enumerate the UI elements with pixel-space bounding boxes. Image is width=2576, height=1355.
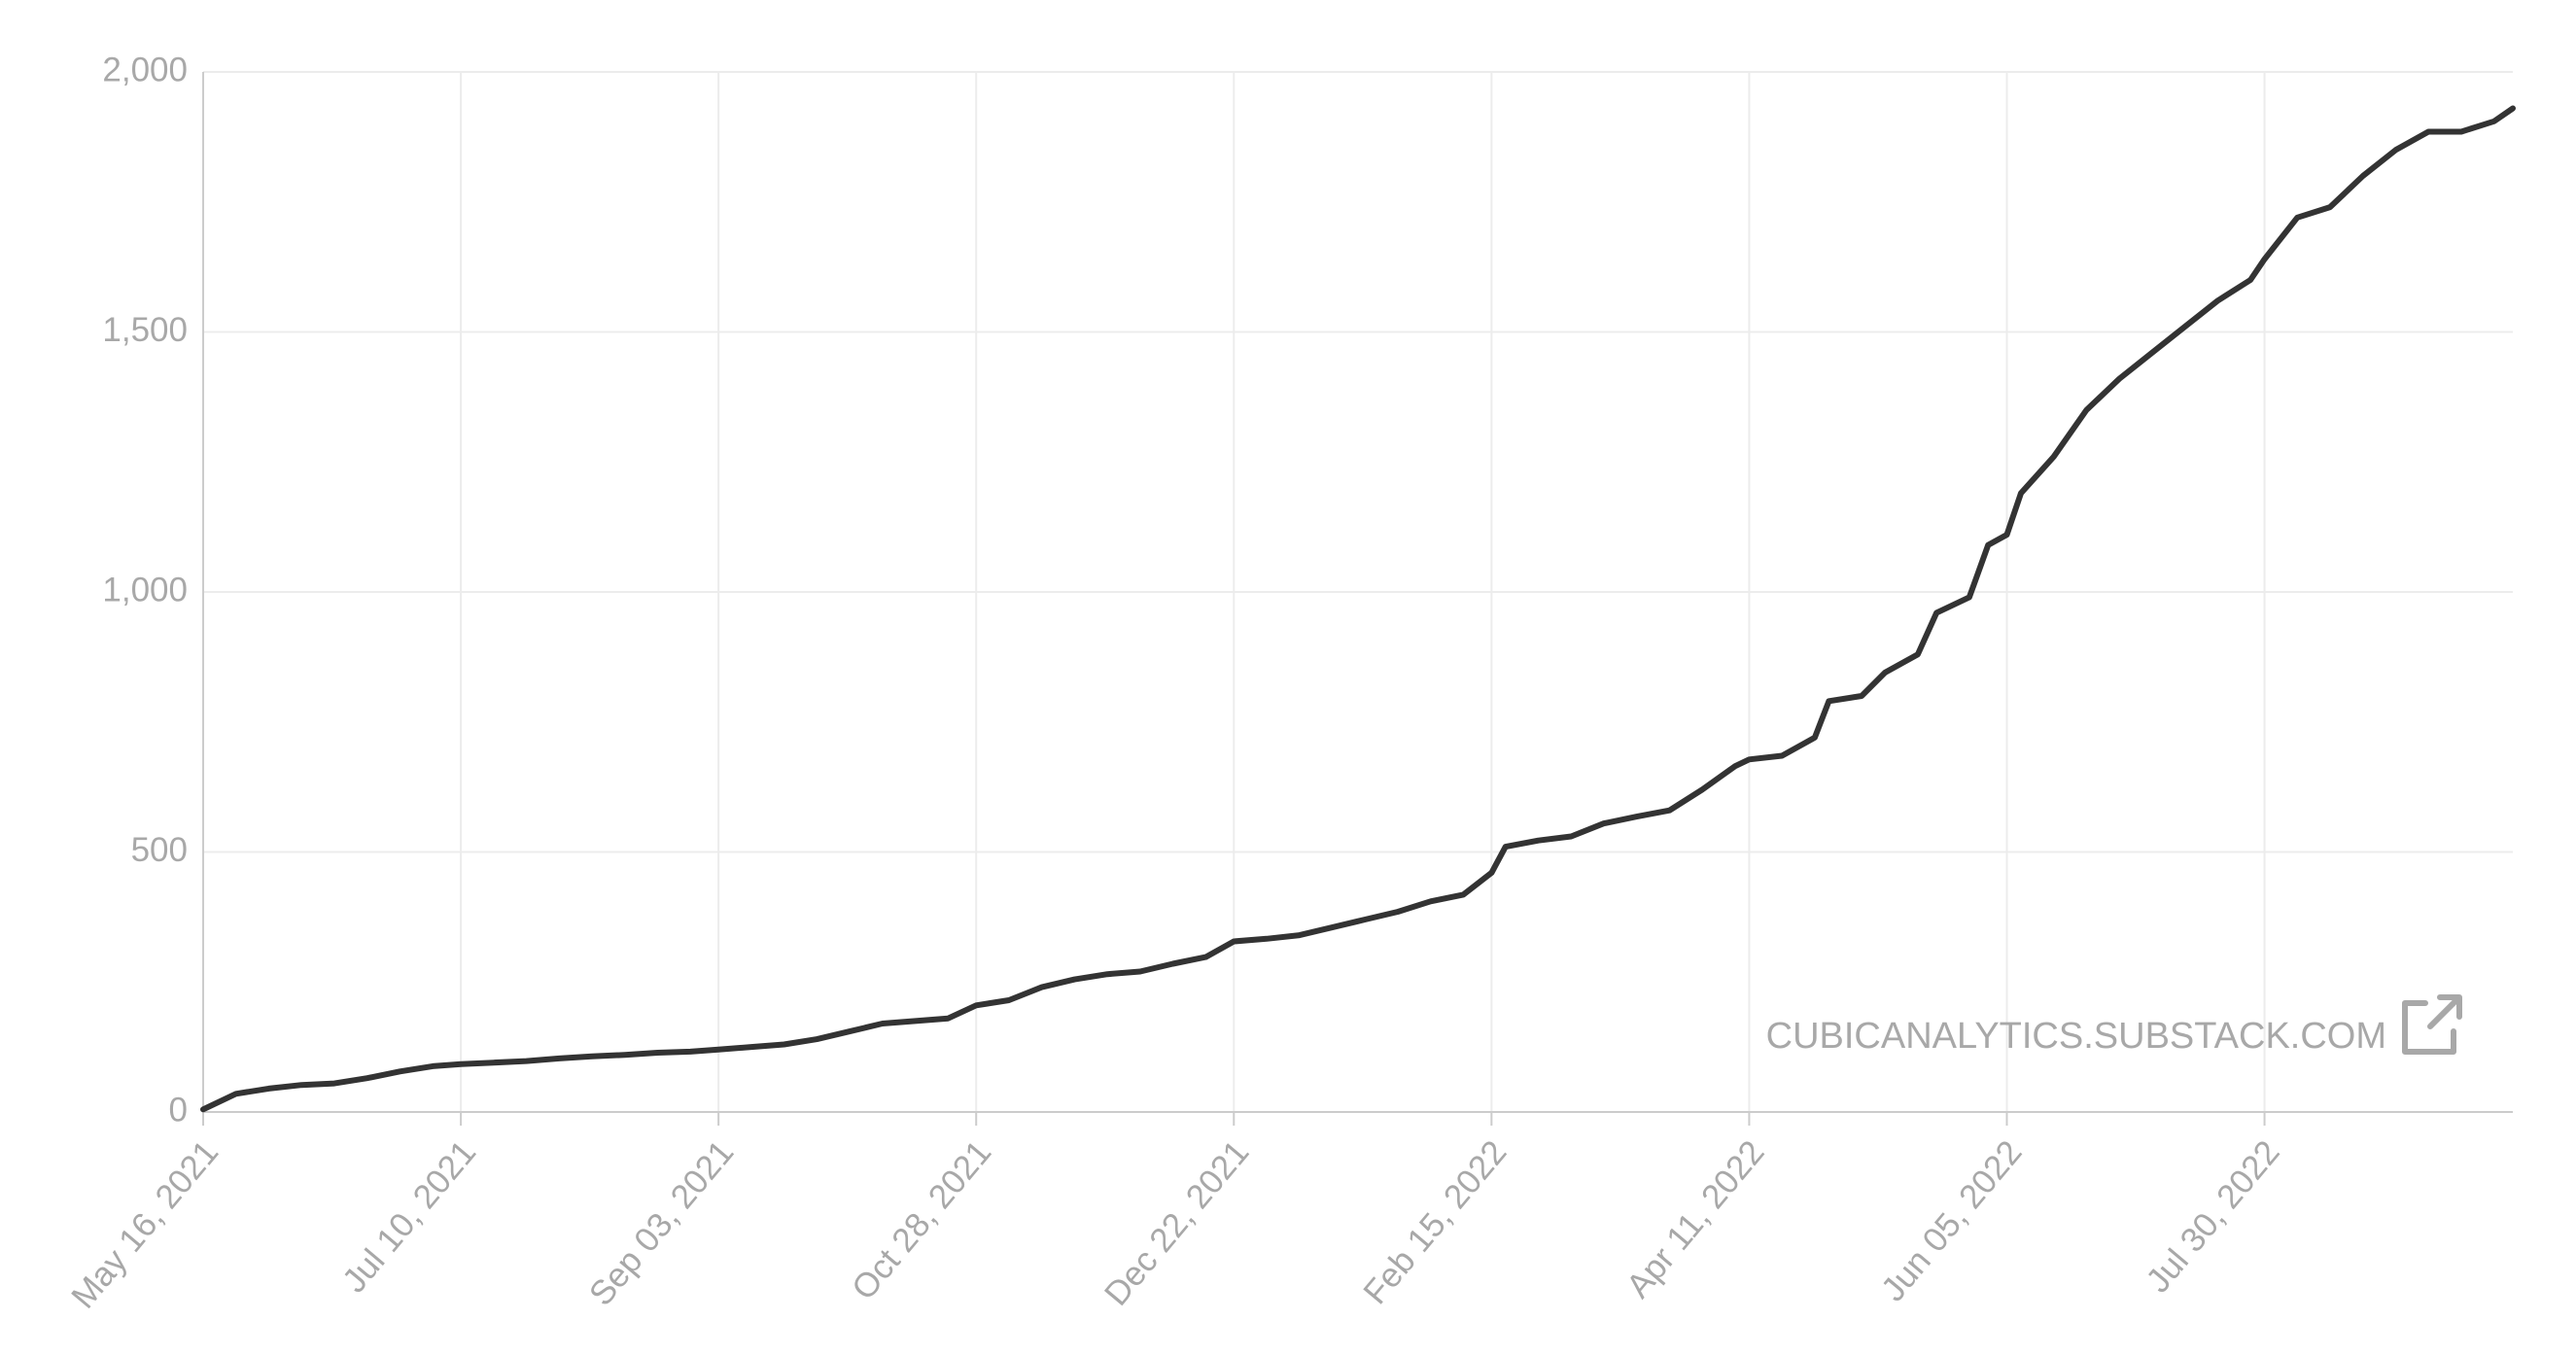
y-tick-label: 1,500 [102,311,188,349]
external-link-icon [2402,994,2462,1055]
data-line [200,105,2516,1113]
x-tick-label: Feb 15, 2022 [1356,1133,1514,1311]
watermark: CUBICANALYTICS.SUBSTACK.COM [1766,1016,2386,1057]
x-tick-label: Dec 22, 2021 [1097,1133,1257,1313]
x-tick-label: Sep 03, 2021 [582,1133,742,1313]
x-tick-label: Jun 05, 2022 [1874,1133,2030,1308]
x-tick-label: May 16, 2021 [64,1133,226,1316]
y-tick-label: 2,000 [102,51,188,88]
x-tick-label: Jul 30, 2022 [2139,1133,2286,1300]
y-tick-label: 500 [131,831,188,869]
x-tick-label: Oct 28, 2021 [845,1133,999,1307]
y-tick-label: 0 [169,1091,188,1129]
x-tick-label: Jul 10, 2021 [335,1133,483,1300]
y-tick-label: 1,000 [102,571,188,608]
plot-layer: 0 500 1,000 1,500 2,000 May 16, 2021 Jul 10, 2… [64,51,2516,1316]
x-tick-label: Apr 11, 2022 [1619,1133,1772,1305]
